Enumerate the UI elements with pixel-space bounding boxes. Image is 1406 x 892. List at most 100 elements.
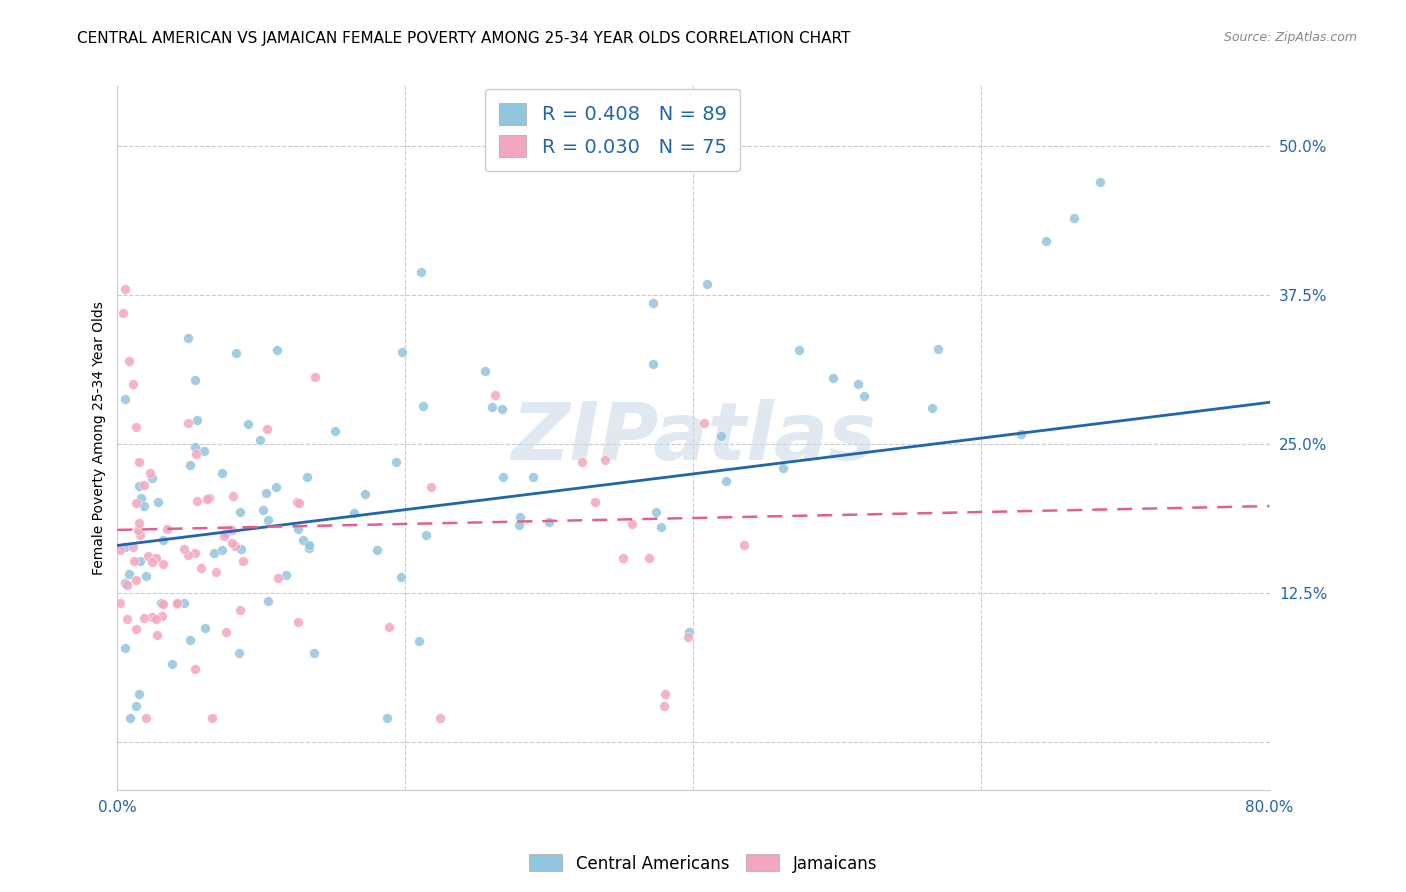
Point [412,399,434,413]
Point [927,343,949,357]
Point [152,533,174,547]
Point [254,486,277,500]
Point [145,612,167,626]
Point [225,346,247,360]
Point [221,524,243,538]
Point [287,615,309,630]
Point [128,516,150,530]
Point [122,554,145,568]
Point [211,543,233,558]
Point [156,522,179,536]
Point [141,555,163,569]
Point [297,470,319,484]
Point [508,517,530,532]
Point [823,371,845,385]
Point [654,688,676,702]
Point [120,711,142,725]
Point [150,609,173,624]
Point [122,541,145,555]
Point [186,413,208,427]
Legend: Central Americans, Jamaicans: Central Americans, Jamaicans [523,847,883,880]
Point [366,542,388,557]
Point [285,495,308,509]
Point [733,538,755,552]
Point [921,401,943,416]
Point [128,479,150,493]
Point [160,657,183,671]
Point [186,494,208,508]
Point [148,495,170,509]
Point [177,548,200,562]
Point [491,402,513,417]
Point [354,487,377,501]
Point [114,282,136,296]
Point [236,417,259,432]
Point [612,551,634,566]
Point [212,529,235,543]
Y-axis label: Female Poverty Among 25-34 Year Olds: Female Poverty Among 25-34 Year Olds [93,301,107,575]
Point [198,491,221,506]
Point [184,546,207,560]
Point [537,516,560,530]
Point [110,596,132,610]
Point [150,596,173,610]
Point [128,688,150,702]
Point [287,521,309,535]
Point [638,551,661,566]
Point [302,647,325,661]
Point [215,526,238,541]
Point [429,711,451,725]
Point [1090,175,1112,189]
Point [184,440,207,454]
Point [853,389,876,403]
Point [111,306,134,320]
Point [215,624,238,639]
Point [135,568,157,582]
Point [509,510,531,524]
Point [205,566,228,580]
Point [256,422,278,436]
Point [114,541,136,555]
Point [1010,426,1032,441]
Point [571,455,593,469]
Point [643,296,665,310]
Point [134,611,156,625]
Point [645,505,668,519]
Point [256,593,278,607]
Point [652,699,675,714]
Point [132,499,155,513]
Point [385,455,408,469]
Point [481,400,503,414]
Point [132,478,155,492]
Point [232,553,254,567]
Point [491,470,513,484]
Point [221,536,243,550]
Point [190,561,212,575]
Point [266,343,288,358]
Point [650,520,672,534]
Point [304,370,326,384]
Point [1035,235,1057,249]
Point [195,492,218,507]
Point [152,558,174,572]
Point [166,597,188,611]
Point [375,711,398,725]
Point [252,503,274,517]
Point [710,429,733,443]
Point [415,528,437,542]
Point [287,496,309,510]
Point [249,433,271,447]
Point [389,569,412,583]
Point [224,539,246,553]
Point [184,372,207,386]
Point [678,630,700,644]
Point [211,466,233,480]
Point [292,533,315,548]
Point [228,505,250,519]
Point [141,610,163,624]
Point [276,568,298,582]
Point [141,471,163,485]
Point [114,392,136,406]
Point [267,571,290,585]
Point [474,364,496,378]
